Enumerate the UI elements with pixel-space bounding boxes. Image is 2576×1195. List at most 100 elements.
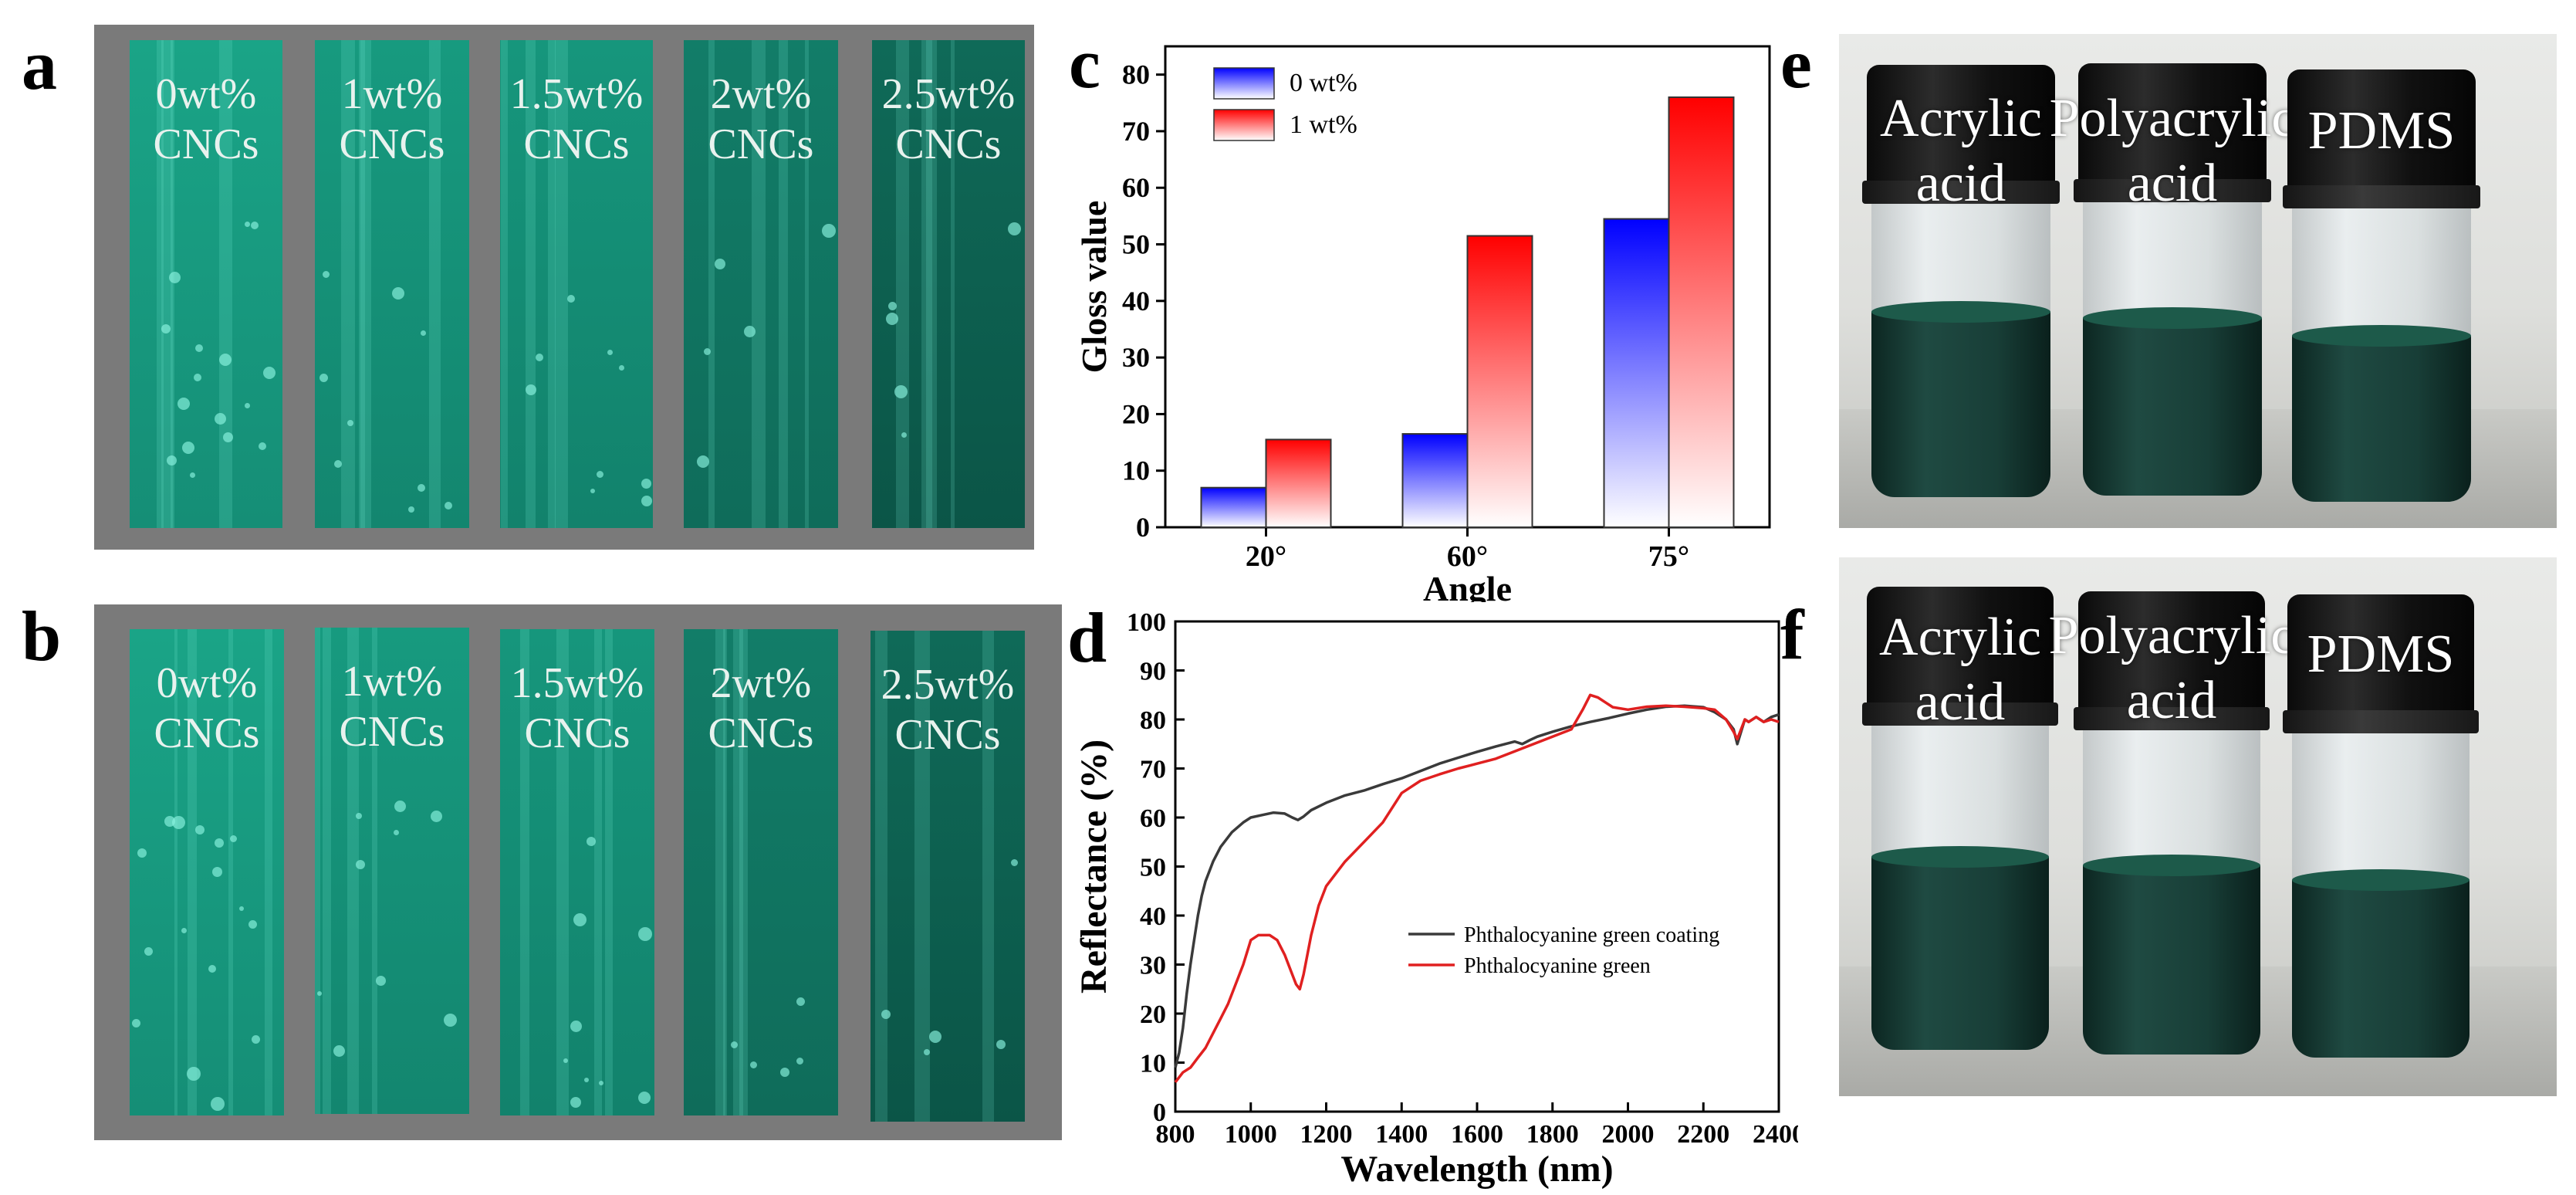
surface-speck bbox=[421, 330, 426, 336]
strip-label-concentration: 2.5wt% bbox=[881, 661, 1015, 709]
vial-label-line1: PDMS bbox=[2307, 101, 2456, 161]
surface-speck bbox=[697, 455, 709, 468]
x-tick-label: 75° bbox=[1648, 540, 1689, 573]
strip-label: 2wt% CNCs bbox=[684, 658, 838, 759]
surface-speck bbox=[230, 835, 237, 842]
bar-1wt-75deg bbox=[1668, 96, 1735, 528]
surface-speck bbox=[219, 354, 232, 366]
surface-streak bbox=[501, 40, 508, 528]
vial-label-line1: Polyacrylic bbox=[2049, 89, 2296, 148]
surface-streak bbox=[520, 629, 529, 1115]
surface-streak bbox=[805, 40, 809, 528]
surface-streak bbox=[921, 40, 932, 528]
surface-streak bbox=[174, 629, 177, 1115]
strip-label-material: CNCs bbox=[895, 120, 1002, 168]
surface-streak bbox=[914, 631, 925, 1122]
surface-streak bbox=[372, 628, 377, 1114]
vial-cap-rim bbox=[2074, 707, 2270, 730]
vial-cap bbox=[2078, 591, 2265, 726]
y-axis-label: Reflectance (%) bbox=[1073, 740, 1114, 994]
vial-label-line2: acid bbox=[2127, 154, 2218, 213]
surface-speck bbox=[394, 830, 399, 835]
vial-cap bbox=[2078, 63, 2267, 198]
surface-speck bbox=[144, 947, 153, 956]
surface-speck bbox=[924, 1049, 930, 1055]
strip-label-concentration: 2wt% bbox=[710, 70, 812, 118]
surface-streak bbox=[779, 40, 788, 528]
surface-speck bbox=[704, 348, 711, 355]
strip-label: 1.5wt% CNCs bbox=[500, 658, 654, 759]
vial-cap-rim bbox=[2283, 185, 2480, 208]
surface-speck bbox=[929, 1031, 941, 1043]
sample-vial bbox=[1862, 587, 2058, 1050]
y-tick-label: 90 bbox=[1140, 658, 1166, 686]
vial-label: Acrylic acid bbox=[1839, 86, 2097, 216]
surface-speck bbox=[137, 848, 147, 858]
dispersion-surface bbox=[2083, 855, 2260, 876]
vial-glass bbox=[2292, 730, 2470, 1058]
y-tick-label: 80 bbox=[1140, 706, 1166, 735]
surface-speck bbox=[1008, 222, 1021, 235]
surface-speck bbox=[208, 965, 216, 973]
surface-speck bbox=[212, 867, 222, 877]
coated-strip: 2.5wt% CNCs bbox=[872, 40, 1025, 528]
x-axis-label: Wavelength (nm) bbox=[1340, 1149, 1613, 1190]
strip-label-concentration: 1.5wt% bbox=[510, 659, 644, 707]
surface-speck bbox=[394, 801, 406, 812]
surface-speck bbox=[638, 1092, 651, 1104]
strip-label: 0wt% CNCs bbox=[130, 658, 284, 759]
panel-label-e: e bbox=[1780, 24, 1812, 103]
surface-streak bbox=[556, 629, 569, 1115]
strip-label-material: CNCs bbox=[708, 120, 814, 168]
strip-label-material: CNCs bbox=[154, 709, 260, 757]
dispersion-surface bbox=[1871, 301, 2050, 323]
strip-label-concentration: 2.5wt% bbox=[881, 70, 1016, 118]
surface-speck bbox=[901, 432, 907, 438]
coated-strip: 1wt% CNCs bbox=[315, 40, 469, 528]
surface-speck bbox=[132, 1019, 140, 1027]
surface-speck bbox=[190, 472, 195, 478]
y-tick-label: 70 bbox=[1122, 116, 1150, 147]
surface-speck bbox=[251, 222, 259, 229]
surface-speck bbox=[996, 1040, 1006, 1049]
series-line-coating bbox=[1174, 704, 1780, 1068]
reflectance-line-chart: 0 10 20 30 40 50 60 70 80 90 100 800 1000 1200 1400 160… bbox=[1073, 608, 1798, 1190]
surface-speck bbox=[187, 1067, 201, 1081]
strip-label: 1.5wt% CNCs bbox=[500, 69, 653, 170]
surface-speck bbox=[563, 1058, 568, 1063]
vial-glass bbox=[2083, 726, 2260, 1055]
strip-label-concentration: 0wt% bbox=[155, 70, 257, 118]
surface-speck bbox=[590, 489, 595, 493]
surface-streak bbox=[723, 629, 727, 1115]
vial-cap bbox=[2287, 594, 2474, 730]
vial-label-line2: acid bbox=[1915, 672, 2006, 732]
panel-label-a: a bbox=[22, 25, 57, 104]
surface-speck bbox=[881, 1010, 891, 1019]
y-tick-label: 30 bbox=[1140, 952, 1166, 980]
surface-speck bbox=[888, 302, 897, 310]
legend-swatch bbox=[1213, 67, 1275, 100]
y-tick-label: 20 bbox=[1122, 398, 1150, 429]
vial-label-line1: Polyacrylic bbox=[2048, 606, 2295, 665]
surface-speck bbox=[263, 367, 276, 379]
surface-speck bbox=[334, 460, 342, 468]
bar-1wt-60deg bbox=[1466, 235, 1533, 528]
surface-speck bbox=[750, 1061, 757, 1068]
surface-speck bbox=[245, 222, 250, 227]
surface-speck bbox=[161, 324, 171, 333]
y-tick-label: 40 bbox=[1140, 902, 1166, 931]
surface-speck bbox=[607, 350, 613, 355]
surface-speck bbox=[172, 816, 185, 829]
coated-strip: 2.5wt% CNCs bbox=[870, 631, 1025, 1122]
vial-photo-f: Acrylic acid Polyacrylic acid PDMS bbox=[1839, 557, 2557, 1096]
gloss-bar-chart: 0 10 20 30 40 50 60 70 80 20° 60° 75° Angle Gloss val… bbox=[1074, 45, 1771, 602]
panel-label-c: c bbox=[1069, 24, 1100, 103]
bar-0wt-60deg bbox=[1401, 433, 1469, 528]
bar-1wt-20deg bbox=[1265, 438, 1332, 528]
legend-label: Phthalocyanine green bbox=[1464, 954, 1651, 978]
y-tick-label: 0 bbox=[1136, 512, 1150, 543]
x-tick-label: 60° bbox=[1447, 540, 1488, 573]
y-tick-label: 80 bbox=[1122, 59, 1150, 90]
x-tick-label: 2200 bbox=[1677, 1120, 1729, 1149]
vial-label-line2: acid bbox=[2126, 671, 2217, 730]
